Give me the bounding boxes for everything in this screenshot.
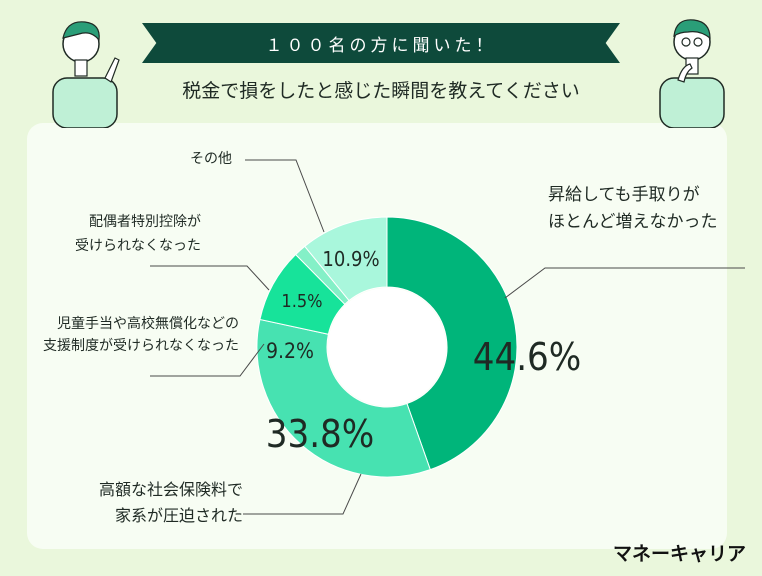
value-label-2: 33.8% bbox=[266, 412, 375, 456]
category-label-3: 児童手当や高校無償化などの支援制度が受けられなくなった bbox=[43, 315, 239, 354]
leader-line-2 bbox=[243, 473, 362, 515]
person-illustration-left bbox=[52, 21, 120, 128]
leader-line-1 bbox=[504, 267, 745, 299]
value-label-1: 44.6% bbox=[473, 335, 582, 379]
category-label-2: 高額な社会保険料で家系が圧迫された bbox=[99, 480, 243, 525]
value-label-3: 9.2% bbox=[266, 339, 314, 363]
leader-line-4 bbox=[150, 265, 270, 291]
banner-text: １００名の方に聞いた！ bbox=[265, 35, 497, 56]
header-banner: １００名の方に聞いた！ bbox=[142, 23, 620, 63]
pie-slice-2 bbox=[256, 318, 431, 478]
value-label-5: 10.9% bbox=[322, 247, 379, 271]
leader-line-3 bbox=[150, 343, 265, 377]
brand-logo: マネーキャリア bbox=[612, 543, 746, 565]
pie-slice-5 bbox=[304, 216, 388, 302]
category-label-4: 配偶者特別控除が受けられなくなった bbox=[75, 214, 201, 254]
leader-line-5 bbox=[245, 159, 325, 233]
person-illustration-right bbox=[659, 19, 725, 128]
page-title: 税金で損をしたと感じた瞬間を教えてください bbox=[182, 80, 580, 102]
donut-hole bbox=[328, 288, 446, 406]
category-label-1: 昇給しても手取りがほとんど増えなかった bbox=[548, 185, 718, 232]
value-label-4: 1.5% bbox=[281, 291, 322, 312]
category-label-5: その他 bbox=[190, 151, 232, 167]
pie-slice-1 bbox=[386, 216, 518, 471]
